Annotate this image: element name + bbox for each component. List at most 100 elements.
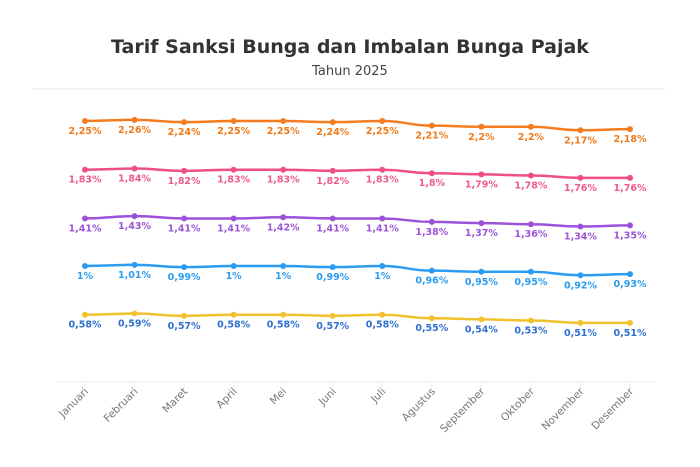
- data-point: [230, 118, 237, 124]
- data-point: [478, 268, 485, 275]
- data-label: 1,76%: [614, 183, 647, 194]
- data-point: [181, 312, 188, 319]
- data-label: 1,37%: [465, 228, 498, 239]
- data-point: [82, 118, 88, 124]
- data-point: [82, 166, 88, 173]
- data-label: 2,26%: [118, 125, 151, 136]
- x-tick-label: Agustus: [400, 386, 438, 424]
- data-point: [627, 222, 633, 229]
- data-label: 2,18%: [614, 134, 647, 145]
- data-label: 0,54%: [465, 324, 498, 335]
- data-point: [230, 215, 237, 222]
- data-point: [428, 267, 435, 274]
- data-point: [379, 166, 386, 173]
- data-label: 2,2%: [468, 132, 495, 143]
- series-line-3: [84, 263, 631, 277]
- data-label: 0,59%: [118, 319, 151, 330]
- data-point: [428, 170, 435, 177]
- x-tick-label: September: [438, 385, 488, 435]
- series-line-4: [84, 312, 630, 325]
- data-point: [131, 165, 138, 172]
- x-tick-label: Oktober: [499, 385, 538, 424]
- data-point: [577, 272, 584, 279]
- data-label: 0,55%: [415, 323, 448, 334]
- data-point: [82, 215, 88, 222]
- data-point: [329, 167, 336, 174]
- data-point: [131, 310, 138, 317]
- data-label: 1%: [374, 271, 391, 282]
- data-label: 0,95%: [514, 277, 547, 288]
- data-label: 1,83%: [217, 175, 250, 186]
- data-label: 1,83%: [366, 175, 399, 186]
- data-point: [478, 171, 485, 178]
- data-point: [577, 174, 584, 181]
- data-label: 1,8%: [419, 178, 446, 189]
- data-point: [527, 317, 534, 324]
- data-point: [577, 127, 584, 134]
- data-point: [627, 126, 633, 133]
- data-point: [131, 213, 138, 220]
- data-point: [379, 311, 386, 318]
- data-point: [181, 167, 188, 174]
- data-point: [131, 116, 138, 123]
- data-label: 1,41%: [69, 223, 102, 234]
- series-line-1: [84, 167, 630, 180]
- data-point: [230, 263, 237, 269]
- data-point: [428, 218, 435, 225]
- data-label: 0,92%: [564, 280, 597, 291]
- x-tick-label: Mei: [268, 386, 290, 408]
- data-label: 1,43%: [118, 221, 151, 232]
- data-label: 1,84%: [118, 174, 151, 185]
- series-line-0: [84, 118, 631, 132]
- data-point: [82, 311, 88, 318]
- chart-subtitle: Tahun 2025: [312, 64, 388, 79]
- data-label: 0,58%: [69, 320, 102, 331]
- data-label: 2,25%: [267, 126, 300, 137]
- data-point: [627, 271, 633, 278]
- data-label: 2,25%: [69, 126, 102, 137]
- data-label: 1,36%: [514, 229, 547, 240]
- series-line-2: [84, 214, 631, 228]
- data-label: 1%: [226, 271, 243, 282]
- data-point: [329, 264, 336, 271]
- data-point: [280, 166, 287, 173]
- data-point: [280, 263, 287, 269]
- data-label: 1,82%: [168, 176, 201, 187]
- data-point: [627, 174, 633, 181]
- data-label: 2,25%: [217, 126, 250, 137]
- data-point: [428, 122, 435, 129]
- data-label: 1%: [77, 271, 94, 282]
- data-point: [577, 223, 584, 230]
- data-label: 0,57%: [316, 321, 349, 332]
- data-label: 1%: [275, 271, 292, 282]
- data-point: [527, 268, 534, 275]
- data-point: [379, 118, 386, 124]
- data-point: [527, 221, 534, 228]
- data-point: [181, 119, 188, 126]
- data-point: [379, 215, 386, 222]
- data-point: [181, 215, 188, 222]
- data-label: 1,41%: [366, 223, 399, 234]
- data-label: 1,41%: [316, 223, 349, 234]
- chart-title: Tarif Sanksi Bunga dan Imbalan Bunga Paj…: [111, 36, 589, 58]
- data-label: 0,95%: [465, 277, 498, 288]
- data-label: 1,42%: [267, 222, 300, 233]
- data-point: [428, 315, 435, 322]
- x-tick-label: November: [539, 385, 587, 433]
- x-tick-label: Maret: [160, 386, 190, 416]
- data-label: 0,57%: [168, 321, 201, 332]
- data-label: 1,01%: [118, 270, 151, 281]
- data-point: [627, 319, 633, 326]
- data-label: 1,34%: [564, 232, 597, 243]
- data-label: 0,58%: [267, 320, 300, 331]
- data-label: 1,79%: [465, 179, 498, 190]
- data-point: [329, 119, 336, 126]
- data-label: 2,2%: [518, 132, 545, 143]
- data-point: [527, 123, 534, 130]
- data-label: 2,17%: [564, 135, 597, 146]
- data-point: [131, 261, 138, 268]
- x-tick-label: Februari: [102, 386, 141, 425]
- data-point: [329, 312, 336, 319]
- data-label: 2,21%: [415, 131, 448, 142]
- data-point: [379, 263, 386, 269]
